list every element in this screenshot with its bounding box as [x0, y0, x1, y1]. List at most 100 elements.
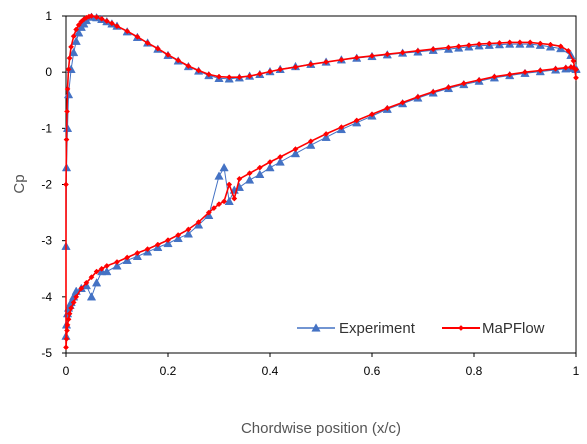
experiment-marker: [71, 36, 81, 45]
mapflow-marker: [353, 117, 360, 124]
y-axis-title: Cp: [11, 174, 28, 193]
mapflow-marker: [103, 18, 110, 25]
mapflow-marker: [205, 71, 212, 78]
mapflow-marker: [78, 285, 85, 292]
y-tick-label: 1: [45, 9, 52, 23]
mapflow-marker: [256, 164, 263, 171]
legend-label: MaPFlow: [482, 320, 545, 337]
mapflow-marker: [414, 93, 421, 100]
mapflow-marker: [292, 64, 299, 71]
experiment-marker: [306, 140, 316, 149]
mapflow-marker: [307, 61, 314, 68]
mapflow-marker: [527, 39, 534, 46]
mapflow-marker: [103, 262, 110, 269]
mapflow-marker: [70, 33, 77, 40]
mapflow-marker: [323, 59, 330, 66]
mapflow-marker: [65, 316, 72, 323]
mapflow-marker: [267, 159, 273, 165]
mapflow-marker: [98, 15, 105, 22]
mapflow-marker: [486, 40, 493, 47]
mapflow-marker: [552, 65, 559, 72]
mapflow-marker: [165, 51, 171, 58]
mapflow-marker: [537, 40, 544, 47]
mapflow-marker: [65, 66, 72, 73]
experiment-marker: [224, 196, 234, 205]
mapflow-marker: [93, 14, 100, 21]
series-line: [65, 15, 577, 349]
mapflow-marker: [93, 268, 100, 275]
mapflow-marker: [537, 67, 544, 74]
mapflow-marker: [63, 181, 69, 188]
mapflow-marker: [221, 198, 228, 205]
mapflow-marker: [384, 51, 391, 58]
mapflow-marker: [476, 41, 483, 48]
experiment-marker: [255, 169, 265, 178]
mapflow-marker: [64, 321, 71, 328]
mapflow-marker: [353, 54, 360, 61]
experiment-marker: [214, 171, 224, 180]
experiment-marker: [74, 28, 84, 37]
series-experiment: [61, 12, 581, 340]
mapflow-marker: [195, 67, 202, 74]
x-tick-label: 0.6: [364, 364, 381, 378]
experiment-marker: [91, 278, 102, 287]
mapflow-marker: [175, 57, 182, 64]
mapflow-marker: [522, 69, 528, 76]
mapflow-marker: [64, 86, 71, 92]
mapflow-marker: [491, 73, 498, 80]
x-tick-label: 0.4: [262, 364, 279, 378]
mapflow-marker: [236, 175, 243, 182]
mapflow-marker: [414, 47, 421, 54]
mapflow-marker: [63, 344, 69, 351]
mapflow-marker: [216, 73, 222, 80]
mapflow-marker: [68, 43, 75, 50]
x-axis: 0 0.2 0.4 0.6 0.8 1: [63, 353, 580, 378]
y-tick-label: -2: [41, 178, 52, 192]
mapflow-marker: [369, 111, 375, 118]
mapflow-marker: [236, 74, 243, 81]
mapflow-marker: [63, 136, 70, 143]
mapflow-marker: [562, 64, 569, 71]
mapflow-marker: [154, 45, 161, 52]
mapflow-marker: [66, 310, 73, 317]
mapflow-marker: [231, 195, 238, 202]
mapflow-marker: [73, 26, 80, 33]
mapflow-marker: [430, 46, 437, 53]
y-tick-label: 0: [45, 65, 52, 79]
experiment-marker: [290, 148, 301, 158]
mapflow-marker: [226, 74, 233, 81]
mapflow-marker: [516, 39, 523, 46]
mapflow-marker: [570, 57, 577, 64]
mapflow-marker: [134, 250, 141, 256]
legend-item: Experiment: [297, 320, 416, 337]
mapflow-marker: [256, 70, 263, 77]
mapflow-marker: [338, 56, 345, 63]
mapflow-marker: [108, 20, 115, 27]
mapflow-marker: [88, 274, 95, 281]
mapflow-marker: [547, 41, 554, 48]
mapflow-marker: [216, 201, 222, 208]
legend-marker: [458, 325, 464, 331]
mapflow-marker: [496, 40, 503, 46]
mapflow-marker: [338, 124, 345, 131]
experiment-marker: [265, 162, 275, 172]
x-tick-label: 0.8: [466, 364, 483, 378]
mapflow-marker: [124, 254, 131, 261]
mapflow-marker: [68, 305, 75, 312]
experiment-marker: [219, 162, 229, 172]
legend: Experiment MaPFlow: [297, 320, 545, 337]
y-tick-label: -5: [41, 346, 52, 360]
mapflow-marker: [246, 170, 253, 177]
legend-label: Experiment: [339, 320, 416, 337]
x-tick-label: 0.2: [160, 364, 177, 378]
mapflow-marker: [114, 23, 120, 30]
mapflow-marker: [210, 205, 217, 212]
mapflow-marker: [445, 84, 452, 91]
experiment-marker: [244, 175, 255, 184]
mapflow-marker: [185, 226, 192, 233]
experiment-marker: [63, 89, 74, 99]
mapflow-marker: [557, 43, 564, 50]
experiment-marker: [112, 261, 122, 270]
mapflow-marker: [114, 259, 120, 265]
